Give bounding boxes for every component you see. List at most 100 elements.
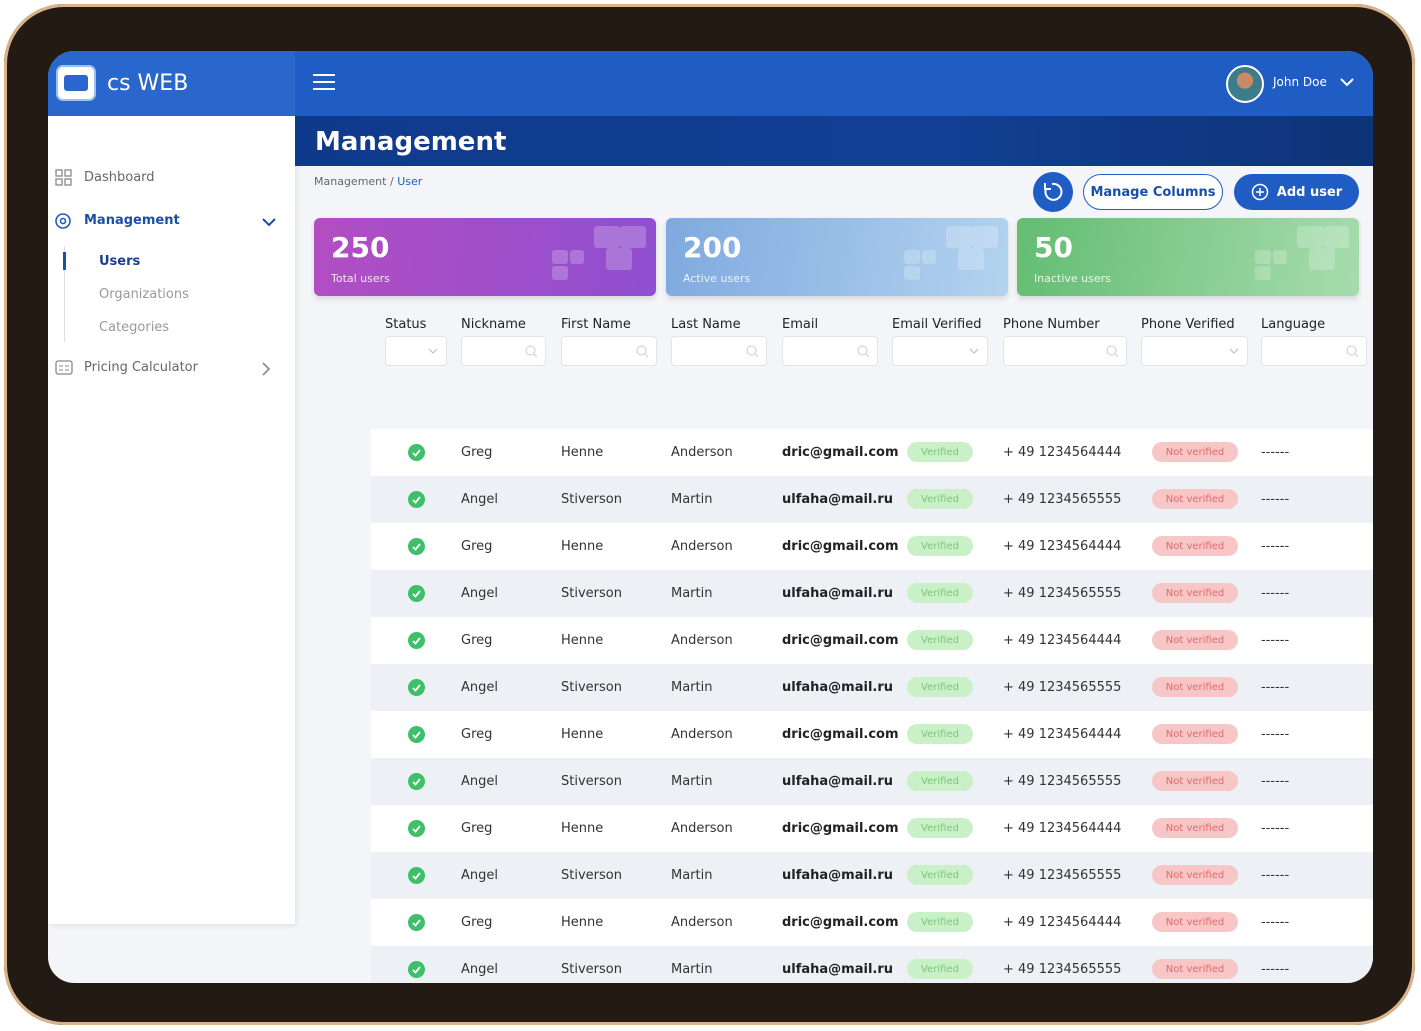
add-user-button[interactable]: Add user (1234, 174, 1359, 210)
stat-label: Active users (683, 272, 751, 285)
table-row: Greg Henne Anderson dric@gmail.com Verified +… (371, 523, 1373, 570)
brand[interactable]: cs WEB (48, 51, 295, 116)
phone-verified-badge: Not verified (1152, 912, 1238, 932)
check (412, 543, 421, 551)
sub-nav-item[interactable]: Categories (99, 320, 170, 335)
refresh-button[interactable] (1033, 172, 1073, 212)
table-row: Angel Stiverson Martin ulfaha@mail.ru Verifi… (371, 476, 1373, 523)
table-cell: Greg (461, 821, 493, 836)
table-cell: + 49 1234565555 (1003, 868, 1122, 883)
email-verified-badge: Verified (907, 724, 973, 744)
column-filter[interactable] (461, 336, 546, 366)
table-cell: Anderson (671, 727, 733, 742)
phone-verified-badge: Not verified (1152, 959, 1238, 979)
column-filter[interactable] (561, 336, 657, 366)
status-icon (408, 726, 425, 743)
table-cell: Angel (461, 774, 498, 789)
email-verified-badge: Verified (907, 959, 973, 979)
card-decoration (1309, 248, 1335, 270)
user-name[interactable]: John Doe (1273, 75, 1327, 89)
card-decoration (570, 250, 584, 264)
sidebar: Dashboard Management Users Organizations… (48, 116, 295, 924)
table-cell: Stiverson (561, 774, 622, 789)
table-row: Angel Stiverson Martin ulfaha@mail.ru Verifi… (371, 946, 1373, 983)
status-icon (408, 867, 425, 884)
table-cell: ulfaha@mail.ru (782, 492, 894, 507)
column-header: Email Verified (892, 317, 982, 332)
check (412, 449, 421, 457)
table-cell: Stiverson (561, 492, 622, 507)
column-filter[interactable] (892, 336, 988, 366)
menu-toggle[interactable] (312, 73, 336, 91)
active-indicator (63, 252, 66, 270)
nav-item[interactable]: Dashboard (84, 170, 155, 185)
status-icon (408, 961, 425, 978)
column-filter[interactable] (1261, 336, 1367, 366)
table-cell: Henne (561, 727, 604, 742)
sub-nav-item[interactable]: Organizations (99, 287, 189, 302)
phone-verified-badge: Not verified (1152, 865, 1238, 885)
table-cell: Angel (461, 962, 498, 977)
check (412, 496, 421, 504)
status-icon (408, 538, 425, 555)
column-header: Language (1261, 317, 1326, 332)
submenu-line (64, 246, 65, 342)
table-cell: ------ (1261, 821, 1290, 836)
check (412, 637, 421, 645)
check (412, 919, 421, 927)
search-icon (746, 345, 759, 358)
table-row: Greg Henne Anderson dric@gmail.com Verified +… (371, 617, 1373, 664)
table-cell: Henne (561, 539, 604, 554)
table-cell: + 49 1234564444 (1003, 445, 1122, 460)
table-cell: + 49 1234565555 (1003, 774, 1122, 789)
table-cell: ------ (1261, 633, 1290, 648)
check (412, 778, 421, 786)
card-decoration (1297, 226, 1323, 248)
phone-verified-badge: Not verified (1152, 583, 1238, 603)
table-cell: Martin (671, 586, 713, 601)
table-cell: ulfaha@mail.ru (782, 586, 894, 601)
table-cell: ulfaha@mail.ru (782, 868, 894, 883)
search-icon (1346, 345, 1359, 358)
table-cell: ------ (1261, 445, 1290, 460)
card-decoration (620, 226, 646, 248)
breadcrumb-item[interactable]: Management (314, 175, 387, 188)
phone-verified-badge: Not verified (1152, 677, 1238, 697)
table-cell: + 49 1234564444 (1003, 539, 1122, 554)
table-cell: ------ (1261, 539, 1290, 554)
table-cell: Henne (561, 915, 604, 930)
nav-item-active[interactable]: Management (84, 213, 180, 228)
email-verified-badge: Verified (907, 489, 973, 509)
table-cell: + 49 1234565555 (1003, 586, 1122, 601)
table-row: Angel Stiverson Martin ulfaha@mail.ru Verifi… (371, 758, 1373, 805)
nav-item[interactable]: Pricing Calculator (84, 360, 198, 375)
status-icon (408, 585, 425, 602)
check (412, 590, 421, 598)
status-icon (408, 679, 425, 696)
column-filter[interactable] (1141, 336, 1248, 366)
column-filter[interactable] (1003, 336, 1127, 366)
column-filter[interactable] (671, 336, 767, 366)
stat-value: 200 (683, 231, 742, 264)
card-decoration (904, 266, 920, 280)
phone-verified-badge: Not verified (1152, 771, 1238, 791)
email-verified-badge: Verified (907, 865, 973, 885)
card-decoration (946, 226, 972, 248)
expand-caret[interactable] (262, 217, 276, 227)
status-icon (408, 773, 425, 790)
avatar[interactable] (1226, 65, 1264, 103)
email-verified-badge: Verified (907, 771, 973, 791)
table-cell: Greg (461, 539, 493, 554)
nav-caret[interactable] (261, 362, 271, 376)
column-filter[interactable] (782, 336, 878, 366)
table-cell: + 49 1234564444 (1003, 633, 1122, 648)
table-cell: ------ (1261, 915, 1290, 930)
user-menu-caret[interactable] (1340, 77, 1354, 87)
table-cell: dric@gmail.com (782, 539, 899, 554)
status-icon (408, 914, 425, 931)
manage-columns-button[interactable]: Manage Columns (1083, 174, 1223, 210)
column-filter[interactable] (385, 336, 447, 366)
app-name: cs WEB (107, 71, 189, 96)
sub-nav-item-active[interactable]: Users (99, 254, 141, 269)
users-table: Status Nickname First Name Last Name Email Em… (371, 306, 1373, 983)
